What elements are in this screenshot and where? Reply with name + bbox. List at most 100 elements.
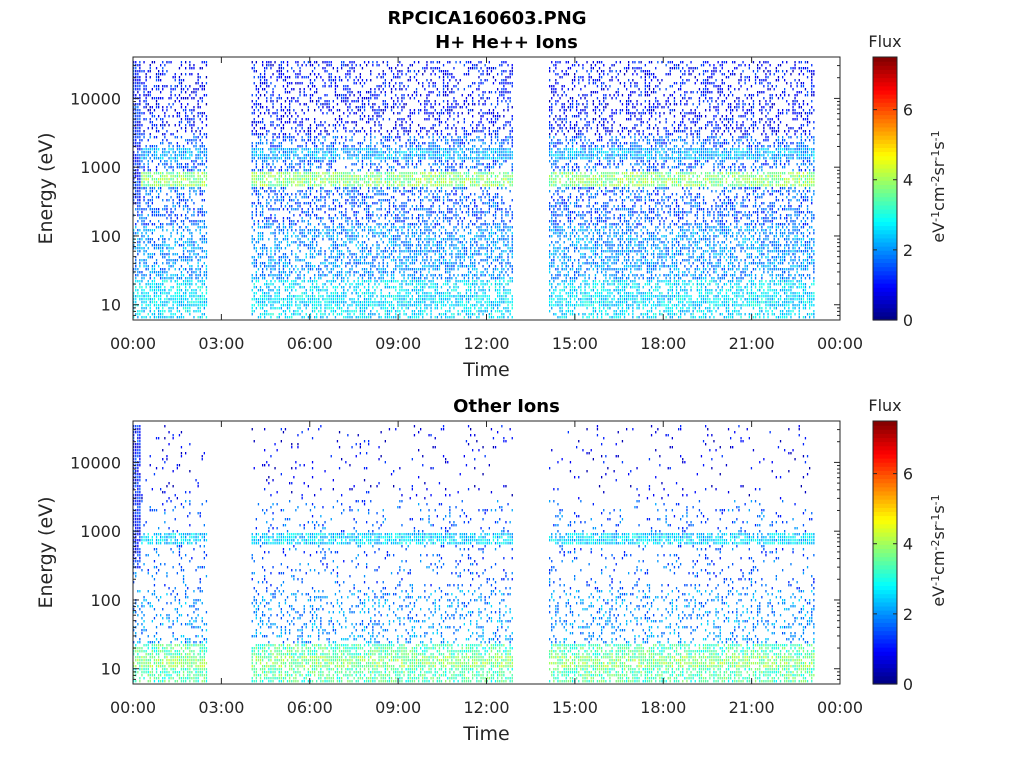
flux-cell bbox=[358, 220, 359, 222]
flux-cell bbox=[366, 91, 367, 93]
flux-cell bbox=[272, 124, 273, 126]
flux-cell bbox=[162, 271, 163, 273]
flux-cell bbox=[391, 97, 392, 99]
flux-cell bbox=[295, 256, 296, 258]
flux-cell bbox=[362, 277, 363, 279]
flux-cell bbox=[331, 244, 332, 246]
flux-cell bbox=[285, 181, 286, 183]
flux-cell bbox=[189, 313, 190, 315]
flux-cell bbox=[385, 106, 386, 108]
flux-cell bbox=[156, 271, 157, 273]
flux-cell bbox=[381, 292, 382, 294]
flux-cell bbox=[156, 157, 157, 159]
flux-cell bbox=[187, 301, 188, 303]
flux-cell bbox=[347, 271, 348, 273]
flux-cell bbox=[395, 286, 396, 288]
flux-cell bbox=[156, 289, 157, 291]
flux-cell bbox=[362, 103, 363, 105]
flux-cell bbox=[185, 97, 186, 99]
flux-cell bbox=[179, 283, 180, 285]
flux-cell bbox=[331, 76, 332, 78]
flux-cell bbox=[148, 103, 149, 105]
flux-cell bbox=[333, 301, 334, 303]
flux-cell bbox=[343, 244, 344, 246]
flux-cell bbox=[304, 229, 305, 231]
flux-cell bbox=[195, 268, 196, 270]
flux-cell bbox=[403, 94, 404, 96]
flux-cell bbox=[254, 184, 255, 186]
flux-cell bbox=[347, 217, 348, 219]
flux-cell bbox=[162, 280, 163, 282]
flux-cell bbox=[150, 298, 151, 300]
flux-cell bbox=[187, 241, 188, 243]
flux-cell bbox=[150, 109, 151, 111]
flux-cell bbox=[154, 283, 155, 285]
flux-cell bbox=[137, 190, 138, 192]
flux-cell bbox=[374, 301, 375, 303]
flux-cell bbox=[270, 226, 271, 228]
flux-cell bbox=[272, 142, 273, 144]
flux-cell bbox=[349, 253, 350, 255]
flux-cell bbox=[179, 310, 180, 312]
flux-cell bbox=[168, 157, 169, 159]
flux-cell bbox=[164, 178, 165, 180]
flux-cell bbox=[345, 181, 346, 183]
flux-cell bbox=[162, 172, 163, 174]
flux-cell bbox=[308, 127, 309, 129]
flux-cell bbox=[393, 175, 394, 177]
flux-cell bbox=[170, 178, 171, 180]
flux-cell bbox=[335, 139, 336, 141]
flux-cell bbox=[345, 214, 346, 216]
flux-cell bbox=[381, 280, 382, 282]
flux-cell bbox=[137, 136, 138, 138]
flux-cell bbox=[393, 277, 394, 279]
flux-cell bbox=[258, 238, 259, 240]
flux-cell bbox=[368, 175, 369, 177]
flux-cell bbox=[347, 310, 348, 312]
flux-cell bbox=[397, 280, 398, 282]
flux-cell bbox=[181, 199, 182, 201]
flux-cell bbox=[166, 160, 167, 162]
flux-cell bbox=[306, 226, 307, 228]
flux-cell bbox=[179, 175, 180, 177]
flux-cell bbox=[179, 163, 180, 165]
flux-cell bbox=[403, 289, 404, 291]
flux-cell bbox=[277, 79, 278, 81]
flux-cell bbox=[372, 61, 373, 63]
flux-cell bbox=[195, 289, 196, 291]
flux-cell bbox=[356, 157, 357, 159]
flux-cell bbox=[179, 298, 180, 300]
flux-cell bbox=[299, 124, 300, 126]
flux-cell bbox=[322, 205, 323, 207]
flux-cell bbox=[152, 229, 153, 231]
flux-cell bbox=[137, 70, 138, 72]
flux-cell bbox=[187, 208, 188, 210]
flux-cell bbox=[354, 271, 355, 273]
flux-cell bbox=[148, 151, 149, 153]
flux-cell bbox=[295, 196, 296, 198]
flux-cell bbox=[318, 208, 319, 210]
flux-cell bbox=[185, 139, 186, 141]
flux-cell bbox=[310, 277, 311, 279]
flux-cell bbox=[391, 214, 392, 216]
flux-cell bbox=[354, 232, 355, 234]
flux-cell bbox=[387, 214, 388, 216]
flux-cell bbox=[376, 115, 377, 117]
flux-cell bbox=[195, 91, 196, 93]
flux-cell bbox=[368, 187, 369, 189]
flux-cell bbox=[166, 85, 167, 87]
flux-cell bbox=[320, 187, 321, 189]
flux-cell bbox=[146, 172, 147, 174]
flux-cell bbox=[335, 286, 336, 288]
flux-cell bbox=[302, 220, 303, 222]
flux-cell bbox=[378, 304, 379, 306]
flux-cell bbox=[291, 97, 292, 99]
flux-cell bbox=[370, 214, 371, 216]
flux-cell bbox=[299, 283, 300, 285]
flux-cell bbox=[308, 229, 309, 231]
flux-cell bbox=[158, 130, 159, 132]
flux-cell bbox=[333, 229, 334, 231]
flux-cell bbox=[372, 187, 373, 189]
flux-cell bbox=[331, 142, 332, 144]
flux-cell bbox=[385, 157, 386, 159]
